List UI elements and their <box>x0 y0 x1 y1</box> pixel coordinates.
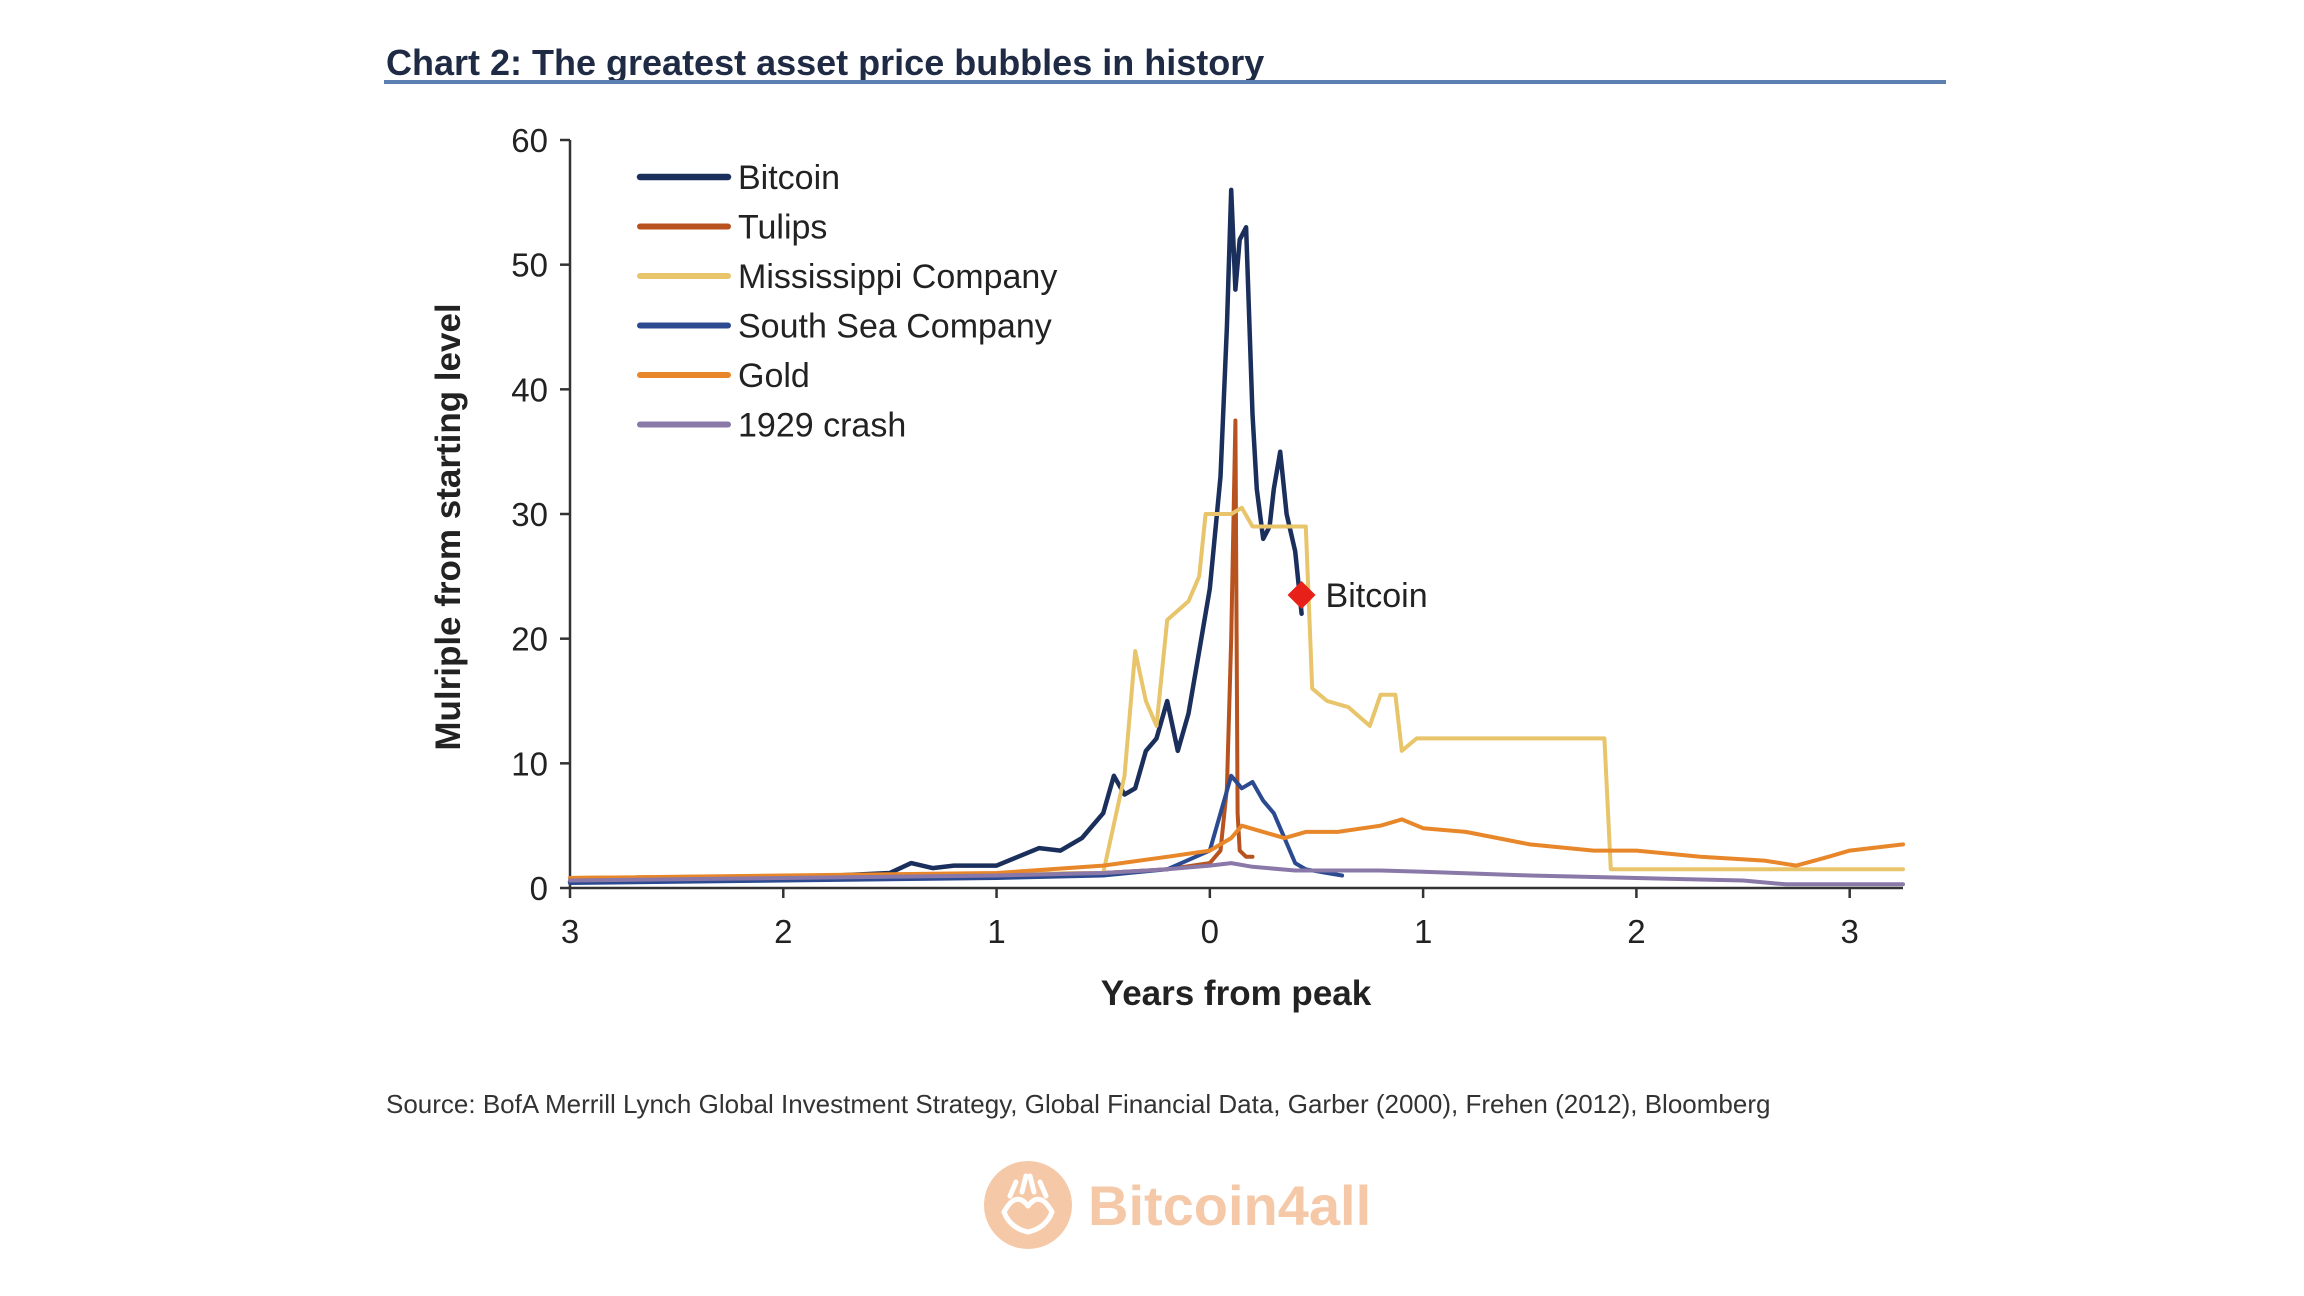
x-tick-label: 1 <box>1414 913 1432 950</box>
hands-icon <box>984 1161 1072 1249</box>
series-line-tulips <box>568 418 1255 880</box>
y-tick-label: 40 <box>511 371 548 408</box>
series-line-south-sea-company <box>568 773 1345 885</box>
y-tick-label: 0 <box>530 870 548 907</box>
legend-label-gold: Gold <box>738 357 810 395</box>
series-line-1929-crash <box>568 861 1905 887</box>
series-line-bitcoin <box>567 187 1304 885</box>
y-tick-label: 20 <box>511 621 548 658</box>
legend-label-bitcoin: Bitcoin <box>738 159 840 197</box>
watermark-text: Bitcoin4all <box>1088 1174 1371 1237</box>
y-axis-label: Mulriple from starting level <box>429 303 468 750</box>
series-line-gold <box>568 817 1905 880</box>
x-axis-label: Years from peak <box>1101 974 1372 1013</box>
y-tick-label: 10 <box>511 745 548 782</box>
series-line-mississippi-company <box>568 505 1905 880</box>
bitcoin-marker-label: Bitcoin <box>1326 577 1428 615</box>
x-tick-label: 0 <box>1201 913 1219 950</box>
chart-title: Chart 2: The greatest asset price bubble… <box>386 42 1264 83</box>
source-note: Source: BofA Merrill Lynch Global Invest… <box>386 1089 1770 1119</box>
x-tick-label: 1 <box>987 913 1005 950</box>
x-tick-label: 2 <box>774 913 792 950</box>
legend-label-tulips: Tulips <box>738 209 827 247</box>
legend-label-mississippi-company: Mississippi Company <box>738 258 1057 296</box>
series-layer <box>567 187 1905 887</box>
watermark: Bitcoin4all <box>984 1161 1371 1249</box>
bitcoin-marker-diamond <box>1287 581 1316 610</box>
y-tick-label: 30 <box>511 496 548 533</box>
legend-label-south-sea-company: South Sea Company <box>738 308 1052 346</box>
marker-layer: Bitcoin <box>1287 577 1428 615</box>
legend-label-1929-crash: 1929 crash <box>738 407 906 445</box>
legend: Bitcoin Tulips Mississippi Company South Se… <box>636 159 1057 445</box>
x-tick-label: 3 <box>1841 913 1859 950</box>
y-tick-label: 50 <box>511 247 548 284</box>
x-tick-label: 3 <box>561 913 579 950</box>
y-tick-label: 60 <box>511 122 548 159</box>
x-tick-label: 2 <box>1627 913 1645 950</box>
